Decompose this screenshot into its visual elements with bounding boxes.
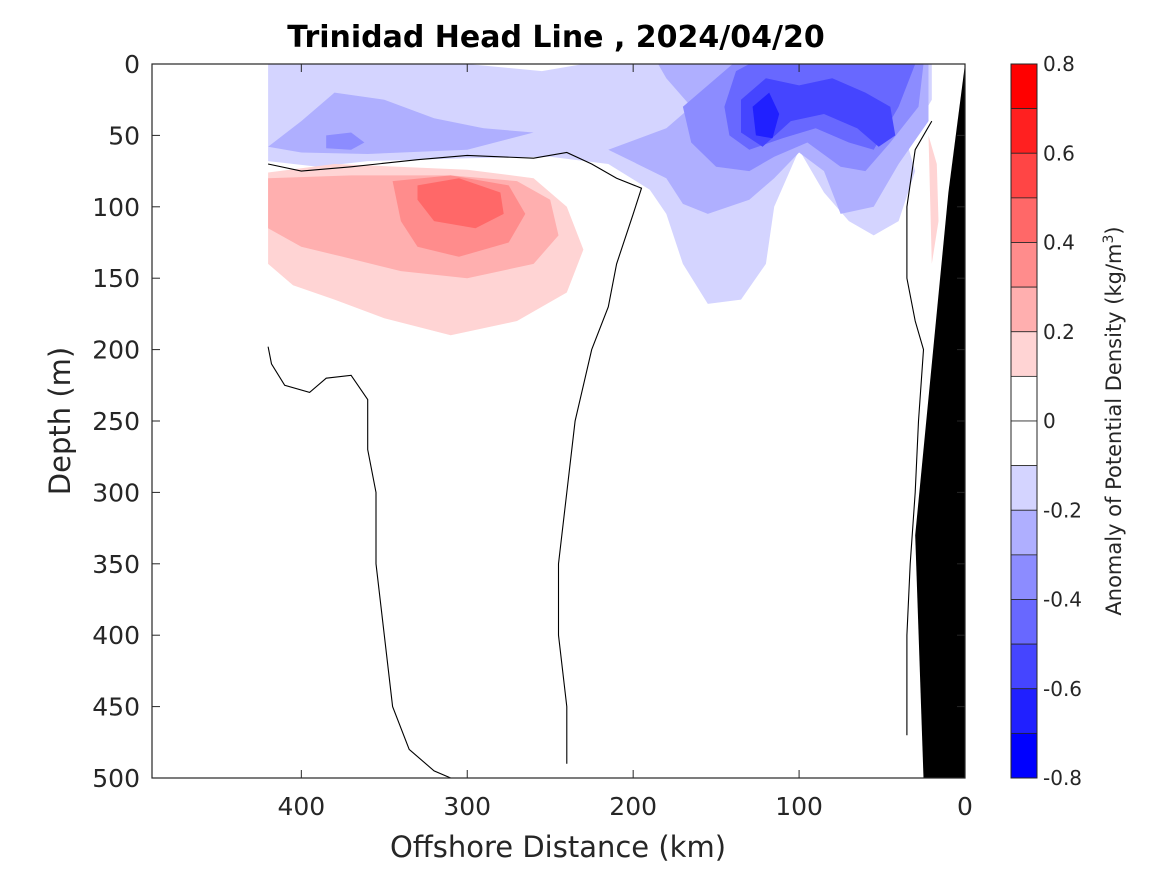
seafloor-bathymetry: [915, 64, 965, 778]
colorbar-frame: [1010, 63, 1038, 779]
colorbar-swatch-10: [1010, 509, 1038, 556]
zero-contour-line-1: [267, 346, 451, 779]
colorbar-tick-label: -0.6: [1043, 677, 1082, 701]
x-axis-ticks: 400 300 200 100 0: [277, 64, 973, 821]
colorbar-swatch-5: [1010, 286, 1038, 333]
contour-region-7: [752, 92, 780, 139]
y-tick-label: 300: [92, 478, 140, 507]
colorbar-tick-label: 0.4: [1043, 231, 1075, 255]
colorbar: 0.8 0.6 0.4 0.2 0 -0.2 -0.4 -0.6 -0.8 Anomaly of…: [1010, 52, 1126, 790]
y-tick-label: 250: [92, 407, 140, 436]
colorbar-swatch-13: [1010, 643, 1038, 690]
bathymetry-layer: [915, 64, 965, 778]
colorbar-tick-label: -0.2: [1043, 498, 1082, 522]
colorbar-label: Anomaly of Potential Density (kg/m3): [1101, 226, 1126, 615]
colorbar-label-suffix: ): [1102, 226, 1126, 234]
x-tick-label: 0: [957, 792, 973, 821]
contour-region-12: [928, 135, 939, 264]
colorbar-swatch-3: [1010, 197, 1038, 243]
colorbar-tick-label: 0: [1043, 409, 1056, 433]
colorbar-swatch-0: [1010, 63, 1038, 110]
y-tick-label: 400: [92, 621, 140, 650]
colorbar-tick-label: 0.8: [1043, 52, 1075, 76]
colorbar-tick-label: 0.6: [1043, 141, 1075, 165]
y-axis-label: Depth (m): [43, 347, 77, 495]
x-tick-label: 200: [609, 792, 657, 821]
x-tick-label: 100: [775, 792, 823, 821]
colorbar-swatch-11: [1010, 554, 1038, 600]
chart-title: Trinidad Head Line , 2024/04/20: [287, 20, 824, 55]
y-tick-label: 50: [108, 121, 140, 150]
colorbar-swatch-6: [1010, 331, 1038, 377]
colorbar-label-main: Anomaly of Potential Density (kg/m: [1102, 244, 1126, 616]
zero-contour-layer: [267, 120, 933, 779]
x-tick-label: 300: [443, 792, 491, 821]
colorbar-swatch-7: [1010, 375, 1038, 422]
x-axis-label: Offshore Distance (km): [390, 830, 726, 864]
colorbar-swatch-4: [1010, 242, 1038, 288]
colorbar-swatch-14: [1010, 688, 1038, 734]
y-tick-label: 350: [92, 550, 140, 579]
y-tick-label: 200: [92, 336, 140, 365]
contour-fill-layer: [268, 64, 939, 336]
colorbar-tick-label: -0.4: [1043, 588, 1082, 612]
y-tick-label: 150: [92, 264, 140, 293]
zero-contour-line-2: [906, 120, 933, 736]
y-axis-ticks: 0 50 100 150 200 250 300 350 400 450 500: [92, 50, 965, 793]
contour-region-4: [326, 132, 365, 150]
y-tick-label: 100: [92, 193, 140, 222]
contour-region-6: [741, 78, 896, 147]
colorbar-swatch-2: [1010, 152, 1038, 199]
plot-area: [151, 63, 966, 779]
y-tick-label: 500: [92, 764, 140, 793]
colorbar-swatches: [1010, 63, 1038, 779]
colorbar-swatch-1: [1010, 108, 1038, 154]
colorbar-ticks: 0.8 0.6 0.4 0.2 0 -0.2 -0.4 -0.6 -0.8: [1043, 52, 1082, 790]
contour-region-11: [417, 178, 504, 229]
colorbar-tick-label: 0.2: [1043, 320, 1075, 344]
zero-contour-line-0: [267, 151, 643, 764]
colorbar-swatch-9: [1010, 465, 1038, 511]
y-tick-label: 450: [92, 693, 140, 722]
x-tick-label: 400: [277, 792, 325, 821]
y-tick-label: 0: [124, 50, 140, 79]
colorbar-swatch-8: [1010, 420, 1038, 467]
colorbar-tick-label: -0.8: [1043, 766, 1082, 790]
colorbar-label-superscript: 3: [1101, 235, 1117, 244]
colorbar-swatch-15: [1010, 732, 1038, 779]
colorbar-swatch-12: [1010, 599, 1038, 645]
